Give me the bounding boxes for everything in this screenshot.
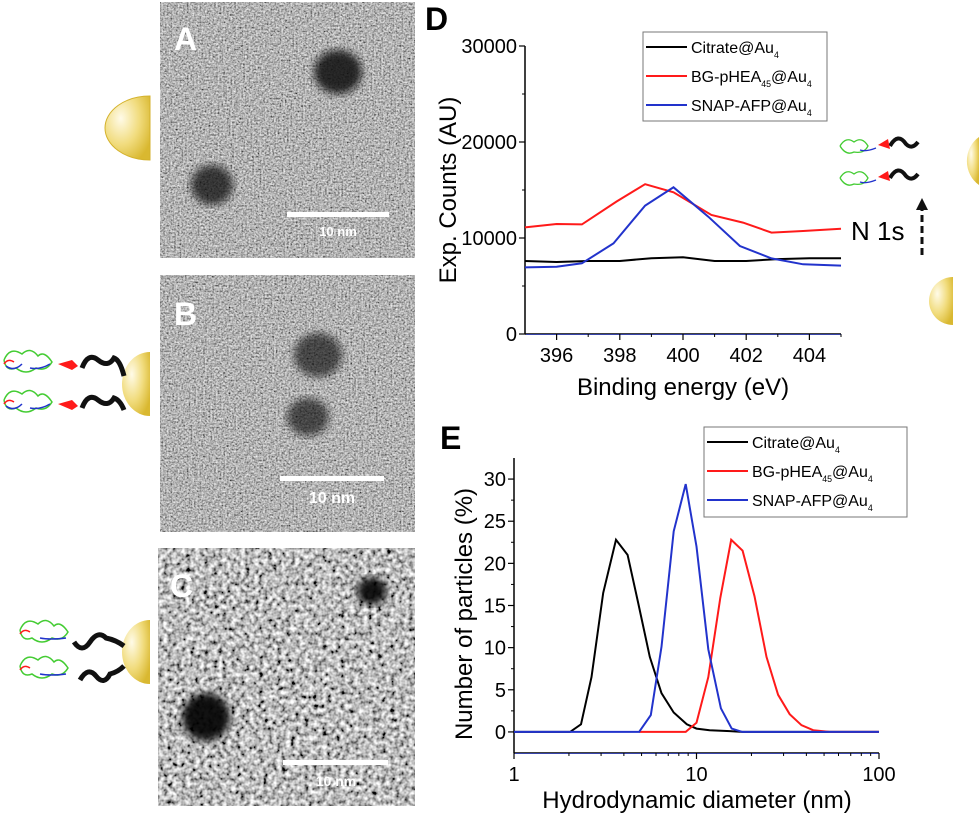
x-tick-label: 400 [666,345,699,367]
arrowhead-icon [916,198,928,210]
legend-entry: BG-pHEA45@Au4 [752,464,873,484]
panel-label-a: A [174,21,197,57]
x-axis-label: Binding energy (eV) [577,374,789,401]
y-axis-label: Exp. Counts (AU) [435,97,462,284]
scale-bar-label: 10 nm [316,773,356,789]
scale-bar [280,476,384,481]
y-tick-label: 15 [484,596,506,618]
scale-bar [283,760,388,765]
legend-entry: Citrate@Au4 [691,40,779,60]
y-tick-label: 30000 [461,36,517,58]
y-axis-label: Number of particles (%) [451,488,478,740]
x-tick-label: 398 [603,345,636,367]
tem-image-c: 10 nm C [158,548,415,806]
y-tick-label: 30 [484,469,506,491]
protein-polymer-gold-schematic-d [839,136,979,325]
scale-bar-label: 10 nm [319,224,357,239]
gold-nanoparticle-schematic-a [104,95,151,161]
y-tick-label: 0 [506,324,517,346]
x-tick-label: 404 [793,345,826,367]
nanoparticle [182,693,230,741]
series-line-1 [639,537,879,733]
x-tick-label: 10 [685,764,707,786]
series-line-0 [524,256,841,264]
nanoparticle [314,50,362,94]
panel-label-b: B [174,296,197,332]
protein-polymer-gold-schematic-b [3,349,150,416]
x-tick-label: 396 [540,345,573,367]
y-tick-label: 5 [495,680,506,702]
y-tick-label: 10000 [461,228,517,250]
scale-bar [287,212,389,217]
x-tick-label: 1 [508,764,519,786]
panel-label-c: C [170,568,193,604]
x-axis-label: Hydrodynamic diameter (nm) [542,787,851,814]
chart-e-dls: E 0 5 10 15 20 25 30 1 10 100 Hydrodynamic diamet… [440,420,908,814]
nanoparticle [294,333,342,377]
legend-entry: BG-pHEA45@Au4 [691,69,812,89]
y-tick-label: 10 [484,638,506,660]
n1s-annotation: N 1s [851,216,904,246]
x-tick-label: 402 [730,345,763,367]
legend-entry: Citrate@Au4 [752,435,840,455]
panel-label-e: E [440,420,461,456]
scale-bar-label: 10 nm [309,490,355,507]
series-line-2 [524,186,842,269]
series-line-0 [514,537,879,733]
legend-entry: SNAP-AFP@Au4 [752,493,873,513]
legend: Citrate@Au4 BG-pHEA45@Au4 SNAP-AFP@Au4 [642,31,828,122]
x-tick-label: 100 [862,764,895,786]
nanoparticle [287,398,329,436]
y-tick-label: 20 [484,553,506,575]
panel-label-d: D [425,1,448,37]
nanoparticle [357,577,387,605]
tem-image-b: 10 nm B [160,275,415,532]
tem-image-a: 10 nm A [160,2,415,258]
series-line-1 [524,183,842,234]
series-line-2 [514,483,879,733]
legend: Citrate@Au4 BG-pHEA45@Au4 SNAP-AFP@Au4 [703,426,908,518]
protein-polymer-gold-schematic-c [19,619,150,684]
y-tick-label: 20000 [461,132,517,154]
y-tick-label: 25 [484,511,506,533]
chart-d-xps: D 0 10000 20000 30000 396 398 400 402 404 Bindin… [425,1,979,401]
y-tick-label: 0 [495,722,506,744]
nanoparticle [191,165,233,205]
legend-entry: SNAP-AFP@Au4 [691,98,812,118]
